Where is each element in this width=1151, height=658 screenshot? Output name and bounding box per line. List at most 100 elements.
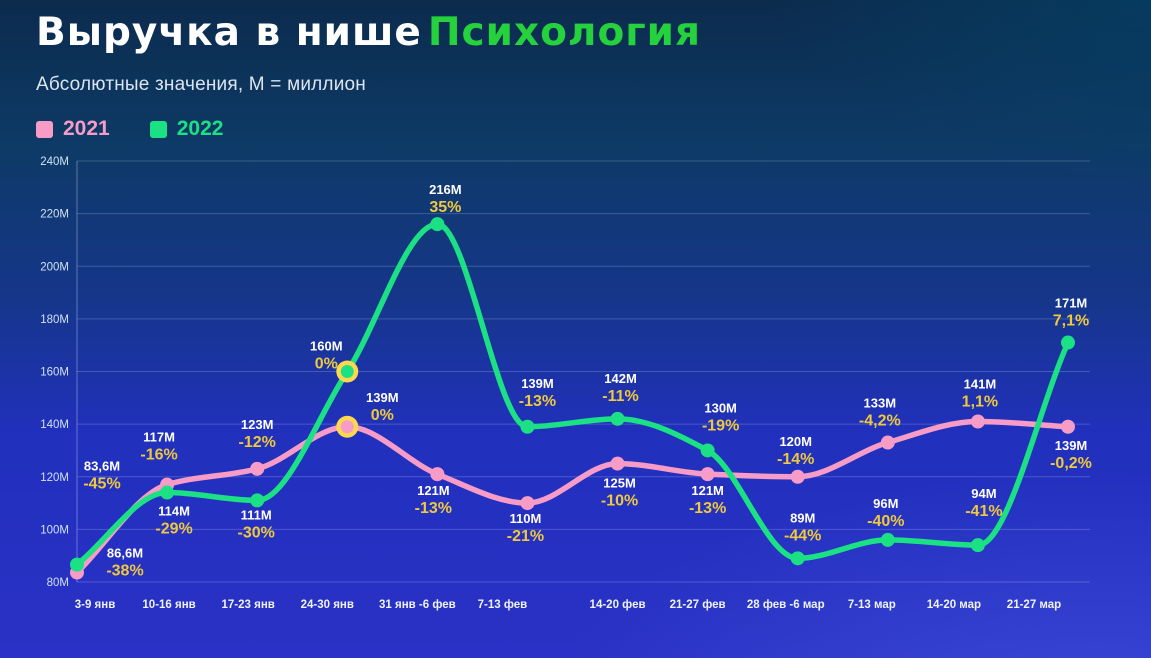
point-label-pct-2021-0: -45% — [83, 476, 120, 493]
point-label-value-2021-7: 121M — [691, 483, 724, 498]
point-label-value-2022-9: 96M — [873, 496, 898, 511]
legend-item-2022: 2022 — [149, 117, 224, 141]
point-label-value-2021-10: 141M — [964, 376, 997, 391]
data-point-2021-9 — [880, 435, 895, 450]
data-point-2022-1 — [160, 485, 175, 500]
point-label-value-2021-4: 121M — [417, 483, 450, 498]
data-point-2021-7 — [700, 467, 715, 482]
point-label-value-2022-0: 86,6M — [107, 546, 143, 561]
data-point-2022-2 — [250, 493, 265, 508]
point-label-value-2021-8: 120M — [779, 434, 812, 449]
x-axis-tick: 3-9 янв — [75, 599, 116, 611]
point-label-pct-2022-6: -11% — [602, 388, 638, 405]
point-label-value-2022-6: 142M — [604, 371, 637, 386]
point-label-value-2022-1: 114M — [158, 504, 190, 519]
data-point-2021-6 — [610, 456, 625, 471]
y-axis-tick: 140M — [40, 419, 69, 431]
data-point-2021-10 — [970, 414, 985, 429]
x-axis-tick: 21-27 мар — [1007, 599, 1061, 611]
x-axis-tick: 28 фев -6 мар — [747, 599, 825, 611]
title-highlight: Психология — [427, 10, 702, 55]
data-point-2022-3 — [340, 365, 354, 378]
x-axis-tick: 14-20 мар — [927, 599, 981, 611]
point-label-value-2022-11: 171M — [1055, 296, 1088, 311]
x-axis-tick: 7-13 фев — [478, 599, 528, 611]
point-label-pct-2021-8: -14% — [777, 451, 814, 468]
data-point-2021-5 — [520, 496, 535, 511]
point-label-pct-2021-5: -21% — [507, 528, 544, 545]
data-point-2021-11 — [1061, 419, 1075, 434]
point-label-pct-2022-0: -38% — [106, 563, 143, 580]
point-label-value-2022-8: 89M — [790, 510, 815, 525]
y-axis-tick: 160M — [40, 367, 69, 379]
data-point-2022-9 — [880, 532, 895, 547]
data-point-2022-4 — [430, 217, 445, 232]
y-axis-tick: 80M — [47, 577, 69, 589]
point-label-value-2022-7: 130M — [704, 400, 737, 415]
data-point-2021-4 — [430, 467, 445, 482]
point-label-value-2021-5: 110M — [510, 511, 542, 526]
page-title: Выручка в нише Психология — [36, 10, 701, 55]
point-label-pct-2021-1: -16% — [140, 447, 177, 464]
legend-label-2022: 2022 — [176, 117, 224, 140]
point-label-pct-2021-3: 0% — [371, 407, 394, 424]
point-label-pct-2021-4: -13% — [415, 500, 452, 517]
point-label-value-2021-2: 123M — [241, 417, 274, 432]
y-axis-tick: 180M — [40, 314, 69, 326]
point-label-value-2022-3: 160M — [310, 339, 343, 354]
point-label-value-2021-6: 125M — [603, 476, 636, 491]
point-label-pct-2022-5: -13% — [519, 393, 556, 410]
point-label-value-2022-10: 94M — [971, 486, 996, 501]
y-axis-tick: 200M — [40, 261, 69, 273]
subtitle: Абсолютные значения, М = миллион — [36, 74, 366, 95]
point-label-pct-2022-11: 7,1% — [1053, 313, 1089, 330]
data-point-2022-5 — [520, 419, 535, 434]
x-axis-tick: 14-20 фев — [590, 599, 646, 611]
point-label-pct-2022-7: -19% — [702, 417, 739, 434]
point-label-pct-2021-10: 1,1% — [962, 393, 998, 410]
point-label-pct-2022-1: -29% — [155, 521, 192, 538]
point-label-pct-2021-6: -10% — [601, 493, 638, 510]
legend: 2021 2022 — [36, 117, 223, 141]
legend-label-2021: 2021 — [63, 117, 110, 140]
point-label-value-2021-9: 133M — [864, 396, 897, 411]
point-label-pct-2022-4: 35% — [429, 199, 461, 216]
point-label-pct-2022-10: -41% — [965, 503, 1002, 520]
data-point-2021-2 — [250, 461, 265, 476]
y-axis-tick: 240M — [40, 156, 69, 168]
data-point-2022-11 — [1061, 335, 1075, 350]
x-axis-tick: 21-27 фев — [670, 599, 726, 611]
data-point-2021-8 — [790, 469, 805, 484]
point-label-value-2021-11: 139M — [1055, 438, 1088, 453]
x-axis-tick: 10-16 янв — [142, 599, 195, 611]
point-label-pct-2021-11: -0,2% — [1050, 455, 1092, 472]
title-text: Выручка в нише — [36, 10, 422, 55]
legend-swatch-2022 — [149, 120, 167, 138]
point-label-pct-2021-7: -13% — [689, 500, 726, 517]
legend-item-2021: 2021 — [36, 117, 110, 141]
point-label-pct-2022-8: -44% — [784, 527, 821, 544]
data-point-2022-8 — [790, 551, 805, 566]
data-point-2022-10 — [970, 538, 985, 553]
legend-swatch-2021 — [36, 120, 53, 138]
point-label-value-2021-3: 139M — [366, 390, 399, 405]
y-axis-tick: 100M — [40, 524, 69, 536]
point-label-pct-2022-2: -30% — [238, 524, 275, 541]
point-label-pct-2022-3: 0% — [315, 356, 338, 373]
point-label-pct-2022-9: -40% — [867, 513, 904, 530]
point-label-pct-2021-9: -4,2% — [859, 413, 901, 430]
point-label-value-2021-1: 117M — [143, 430, 175, 445]
point-label-pct-2021-2: -12% — [239, 434, 276, 451]
x-axis-tick: 31 янв -6 фев — [379, 599, 456, 611]
data-point-2021-3 — [340, 420, 354, 434]
data-point-2022-6 — [610, 411, 625, 426]
x-axis-tick: 24-30 янв — [301, 599, 354, 611]
point-label-value-2022-2: 111M — [241, 507, 272, 522]
data-point-2022-0 — [70, 557, 84, 572]
y-axis-tick: 120M — [40, 472, 69, 484]
data-point-2022-7 — [700, 443, 715, 458]
series-line-2022 — [74, 221, 1071, 568]
x-axis-tick: 17-23 янв — [222, 599, 275, 611]
